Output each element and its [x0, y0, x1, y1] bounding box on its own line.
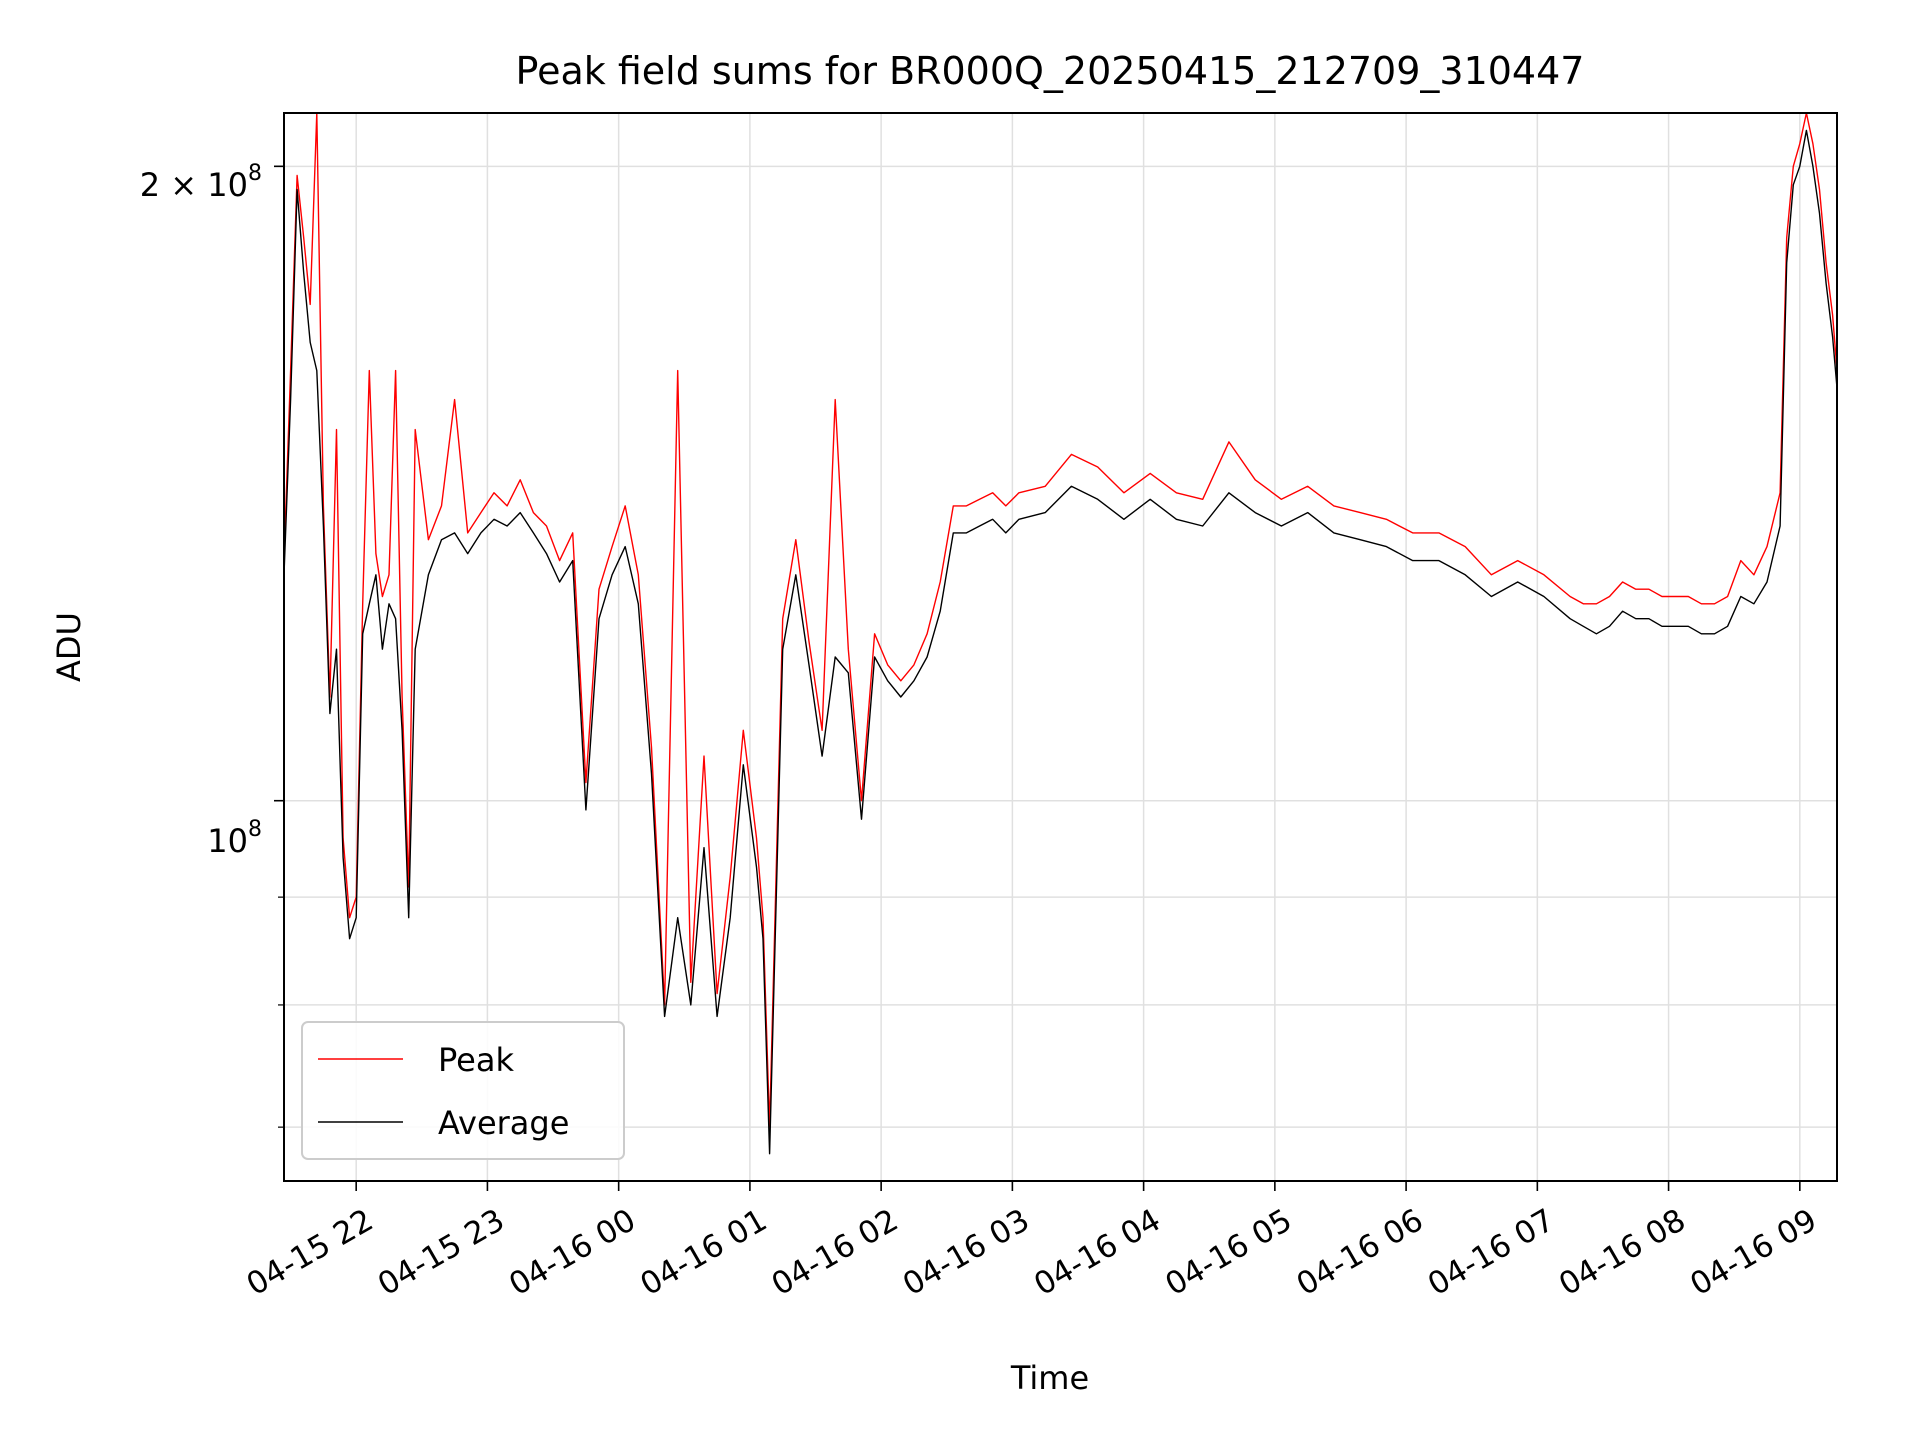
y-tick-label-1e8: 108: [207, 817, 262, 860]
y-axis-ticks: [274, 165, 284, 1128]
y-axis-label: ADU: [50, 612, 88, 682]
grid-lines: [284, 113, 1837, 1181]
y-tick-label-2e8: 2 × 108: [140, 161, 262, 204]
legend-box: [301, 1021, 625, 1160]
x-axis-label: Time: [1010, 1359, 1089, 1397]
chart-title: Peak field sums for BR000Q_20250415_2127…: [516, 49, 1585, 93]
legend-label-average: Average: [438, 1104, 569, 1142]
legend-label-peak: Peak: [438, 1041, 514, 1079]
series-line-peak: [283, 112, 1838, 1128]
plot-frame: [283, 112, 1838, 1182]
series-line-average: [283, 129, 1838, 1155]
legend: Peak Average: [301, 1021, 625, 1160]
series-layer: [283, 112, 1838, 1155]
